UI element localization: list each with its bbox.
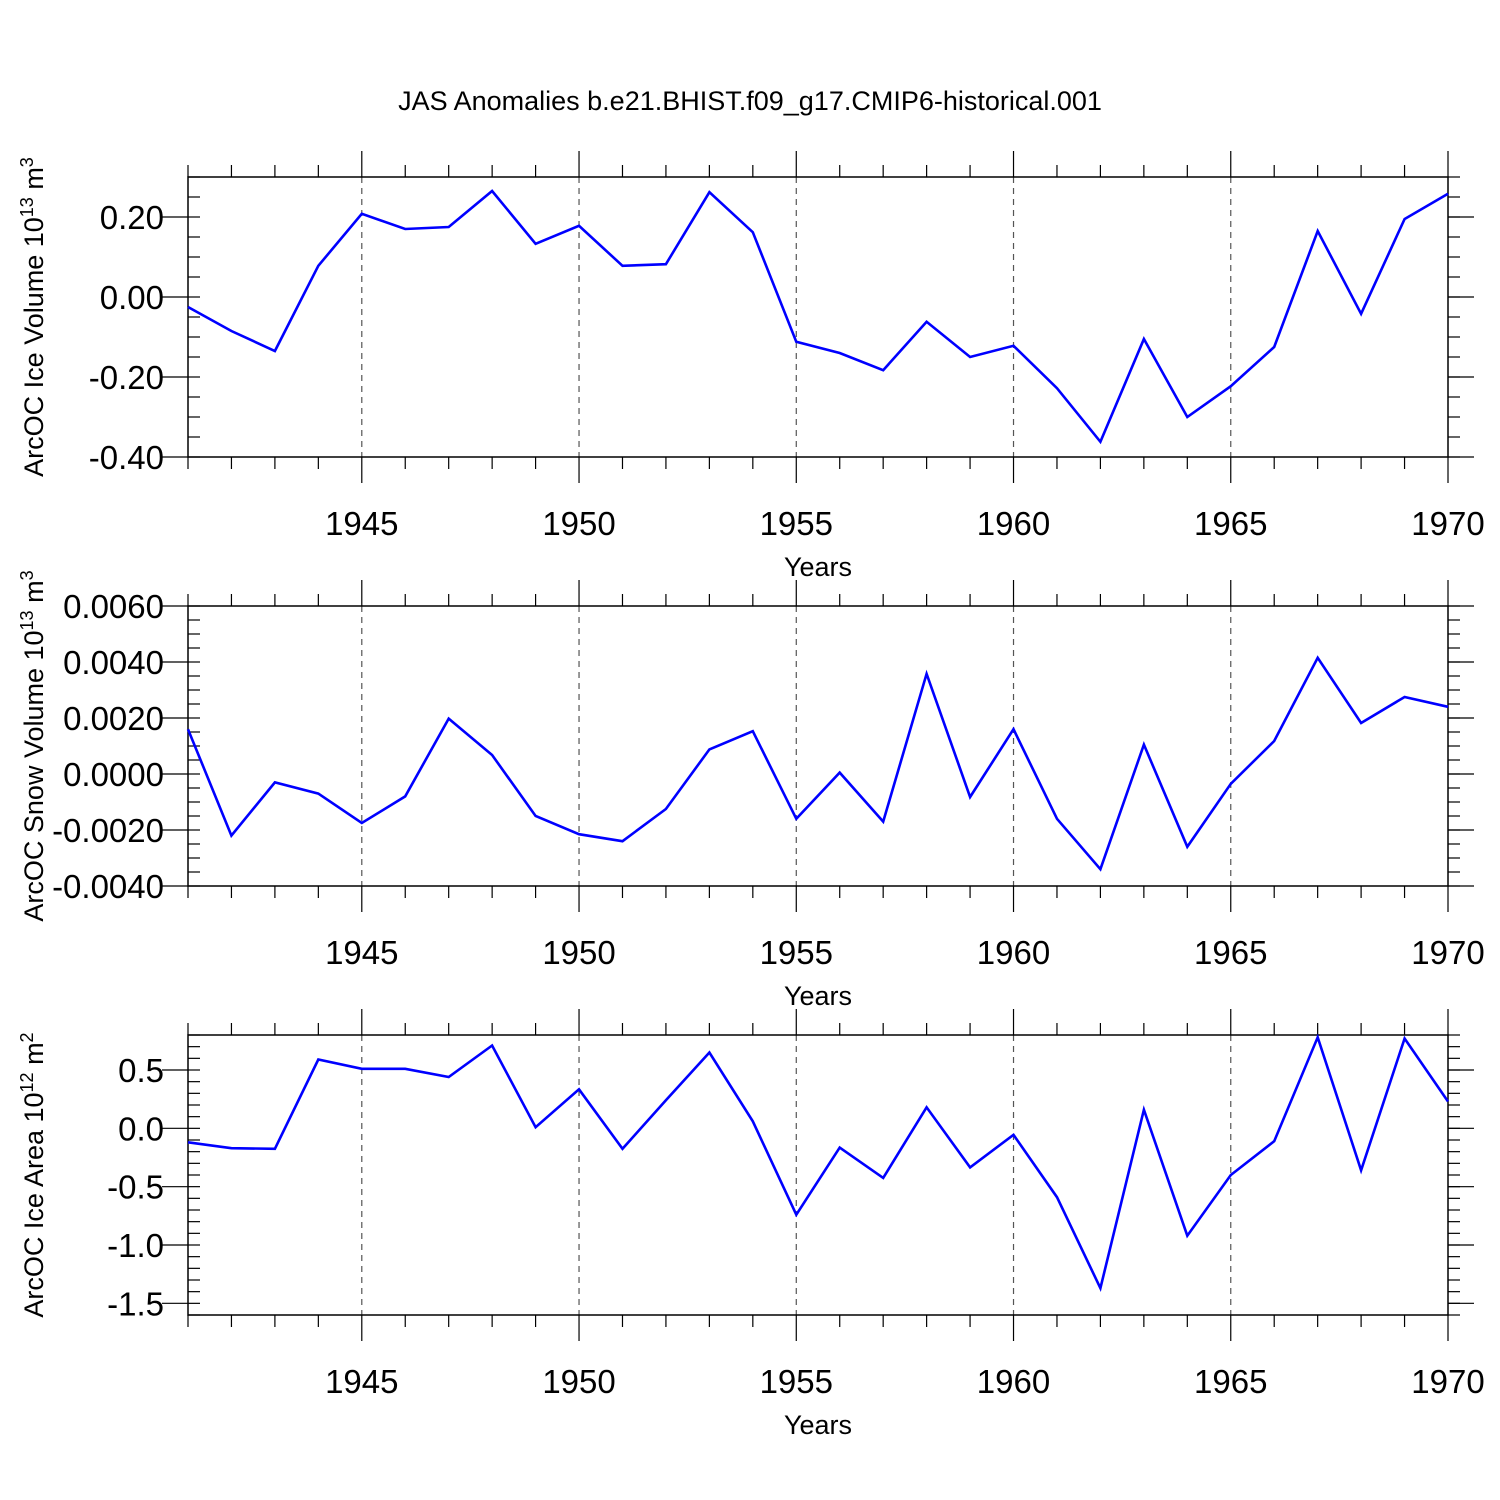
y-tick-label: 0.00 [100, 279, 164, 316]
x-tick-label: 1965 [1194, 1363, 1267, 1400]
panel-1: -0.40 -0.20 0.00 0.20 1945 1950 1955 1960 1965 19… [17, 151, 1485, 582]
x-tick-label: 1945 [325, 505, 398, 542]
x-tick-label: 1945 [325, 1363, 398, 1400]
plot-frame [187, 605, 1449, 887]
x-axis-title: Years [784, 981, 852, 1011]
y-axis-title: ArcOC Ice Volume 1013 m3 [17, 157, 49, 477]
y-tick-label: -0.5 [107, 1169, 164, 1206]
x-tick-label: 1955 [760, 934, 833, 971]
series-line [186, 655, 1449, 872]
x-tick-label: 1950 [542, 505, 615, 542]
x-tick-label: 1970 [1411, 505, 1484, 542]
x-tick-label: 1970 [1411, 934, 1484, 971]
plot-frame [187, 176, 1449, 458]
y-tick-label: 0.20 [100, 199, 164, 236]
y-axis-title: ArcOC Snow Volume 1013 m3 [17, 570, 49, 921]
x-tick-label: 1960 [977, 505, 1050, 542]
series-line [187, 189, 1449, 445]
chart-title: JAS Anomalies b.e21.BHIST.f09_g17.CMIP6-… [398, 86, 1102, 116]
y-axis-title: ArcOC Ice Area 1012 m2 [17, 1032, 49, 1317]
x-tick-label: 1945 [325, 934, 398, 971]
x-tick-label: 1950 [542, 934, 615, 971]
y-tick-label: 0.0040 [63, 644, 164, 681]
series-line [187, 1033, 1450, 1293]
x-tick-label: 1960 [977, 934, 1050, 971]
y-tick-label: -0.0040 [52, 868, 164, 905]
y-tick-label: 0.0000 [63, 756, 164, 793]
y-tick-label: 0.0060 [63, 588, 164, 625]
panel-3: -1.5 -1.0 -0.5 0.0 0.5 1945 1950 1955 1960 1965 19… [17, 1009, 1485, 1440]
x-axis-title: Years [784, 552, 852, 582]
x-tick-label: 1955 [760, 1363, 833, 1400]
y-tick-label: 0.0020 [63, 700, 164, 737]
y-tick-label: 0.0 [118, 1110, 164, 1147]
y-tick-label: -1.5 [107, 1285, 164, 1322]
y-tick-label: -0.20 [89, 359, 164, 396]
x-axis-title: Years [784, 1410, 852, 1440]
x-tick-label: 1950 [542, 1363, 615, 1400]
x-tick-label: 1955 [760, 505, 833, 542]
x-tick-label: 1960 [977, 1363, 1050, 1400]
x-tick-label: 1965 [1194, 934, 1267, 971]
plot-frame [187, 1034, 1449, 1316]
panel-2: -0.0040 -0.0020 0.0000 0.0020 0.0040 0.0060 19… [17, 570, 1485, 1011]
y-tick-label: -1.0 [107, 1227, 164, 1264]
y-tick-label: -0.0020 [52, 812, 164, 849]
y-tick-label: -0.40 [89, 439, 164, 476]
x-tick-label: 1970 [1411, 1363, 1484, 1400]
y-tick-label: 0.5 [118, 1052, 164, 1089]
x-tick-label: 1965 [1194, 505, 1267, 542]
